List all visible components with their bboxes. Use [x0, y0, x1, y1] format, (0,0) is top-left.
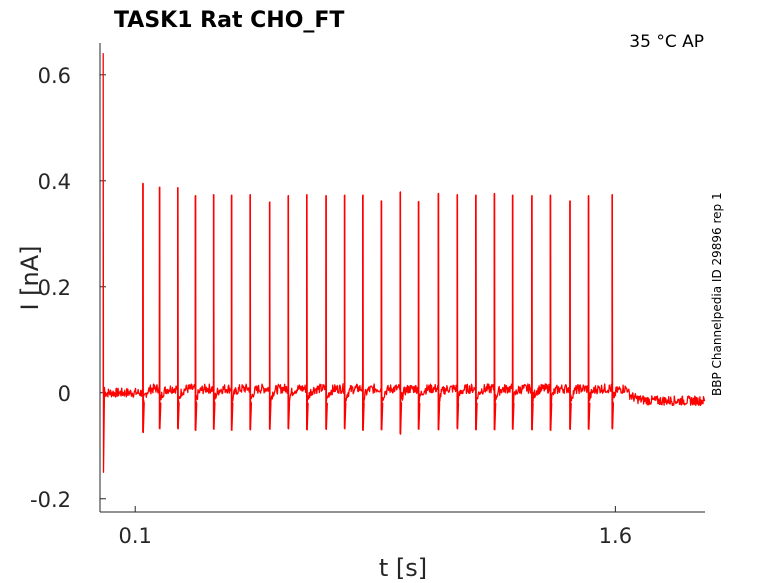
condition-label: 35 °C AP: [629, 32, 704, 52]
y-axis-label: I [nA]: [16, 245, 44, 310]
ticks-group: 0.6 0.4 0.2 0 -0.2 0.1 1.6: [30, 64, 632, 548]
y-tick-label: 0.6: [38, 64, 71, 88]
y-tick-label: 0: [58, 382, 71, 406]
y-tick-label: 0.2: [38, 276, 71, 300]
x-axis-label: t [s]: [379, 554, 427, 582]
current-trace: [102, 52, 706, 473]
plot-area: [102, 52, 706, 473]
side-label: BBP Channelpedia ID 29896 rep 1: [710, 192, 724, 396]
y-tick-label: -0.2: [30, 488, 71, 512]
x-tick-label: 1.6: [599, 524, 632, 548]
x-tick-label: 0.1: [119, 524, 152, 548]
chart-title: TASK1 Rat CHO_FT: [114, 8, 344, 33]
y-tick-label: 0.4: [38, 170, 71, 194]
